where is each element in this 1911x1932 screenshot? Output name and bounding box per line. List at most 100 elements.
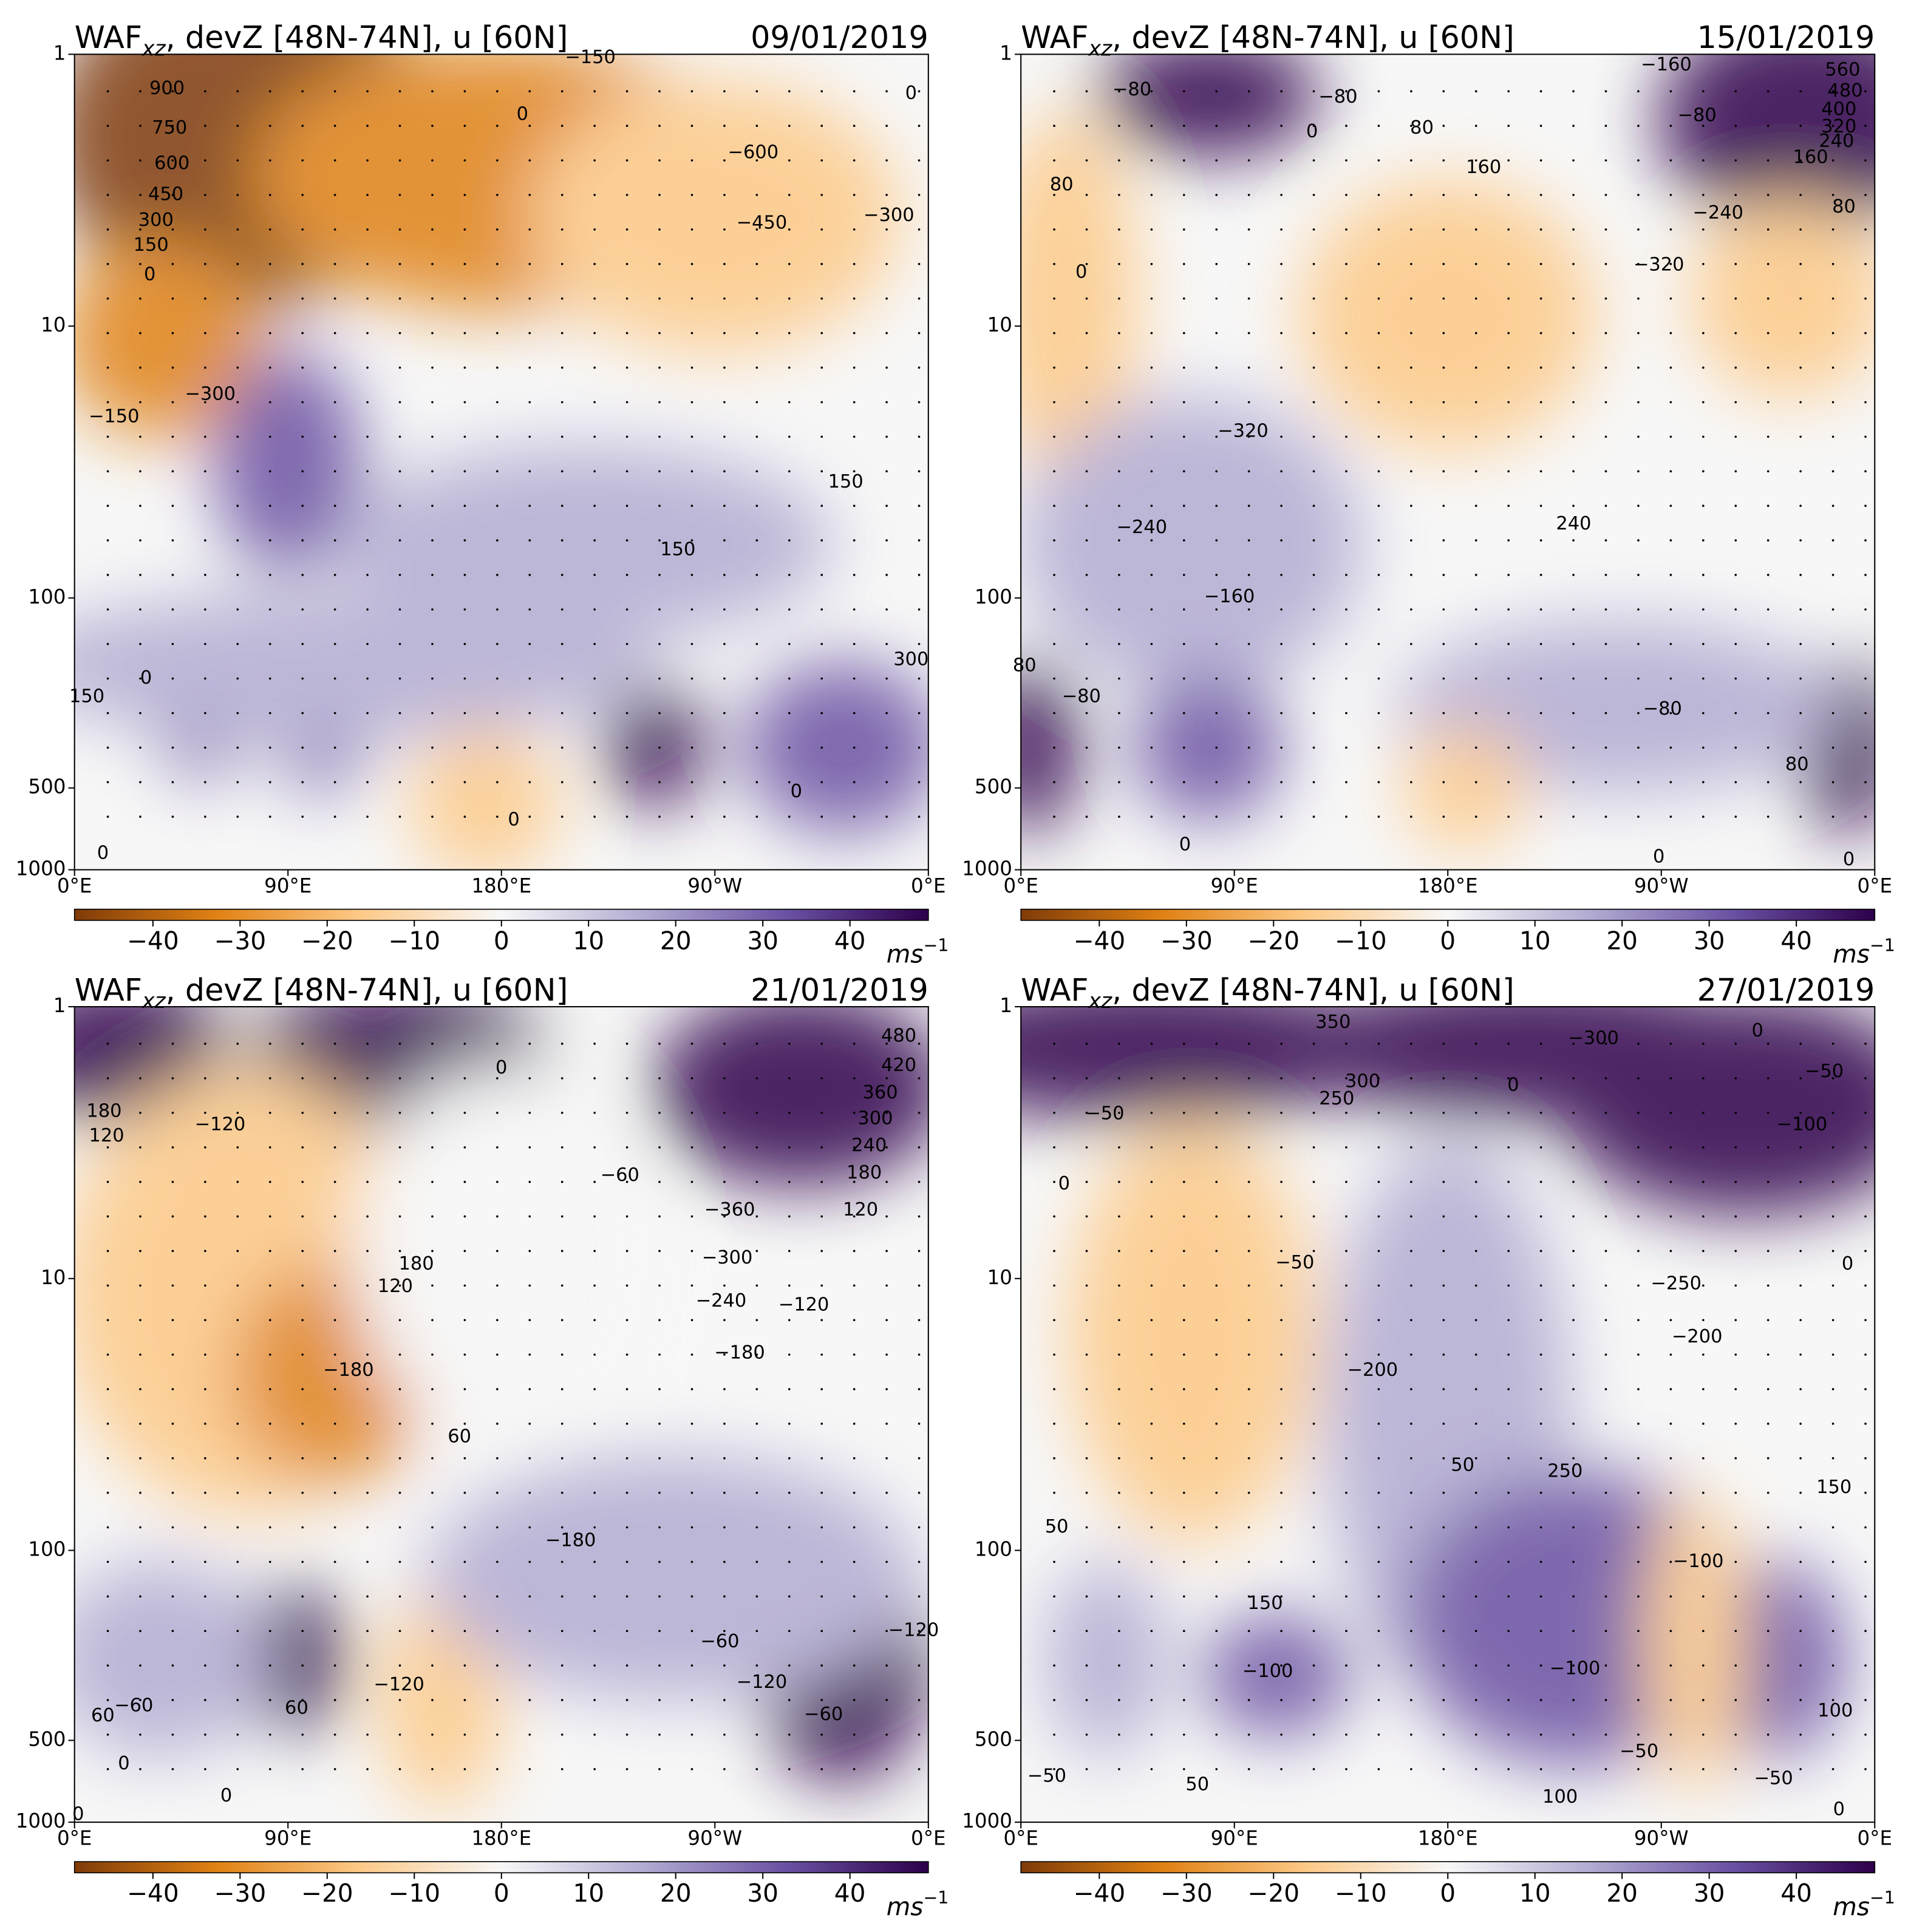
vector xyxy=(236,1630,239,1633)
vector xyxy=(139,1146,141,1149)
vector xyxy=(1053,401,1055,404)
contour-label: −200 xyxy=(1672,1326,1723,1347)
vector xyxy=(1182,435,1185,438)
vector xyxy=(1442,1491,1445,1494)
vector xyxy=(1150,470,1153,473)
vector xyxy=(1539,194,1542,196)
vector xyxy=(1637,435,1640,438)
vector xyxy=(1053,1664,1055,1667)
vector xyxy=(1734,90,1737,93)
vector xyxy=(918,1457,921,1460)
vector xyxy=(1572,608,1575,611)
vector xyxy=(1864,1284,1867,1287)
vector xyxy=(171,1215,174,1218)
vector xyxy=(1053,1319,1055,1321)
vector xyxy=(431,90,434,93)
vector xyxy=(625,1699,628,1701)
vector xyxy=(625,124,628,128)
vector xyxy=(1637,539,1640,542)
vector xyxy=(593,505,596,507)
vector xyxy=(1799,1284,1802,1287)
y-tick-label: 500 xyxy=(28,1727,66,1750)
vector xyxy=(1766,1250,1770,1253)
vector xyxy=(1280,1111,1283,1114)
vector xyxy=(1150,1423,1153,1425)
vector xyxy=(625,1319,628,1321)
vector xyxy=(1669,1353,1672,1356)
unit-sup: −1 xyxy=(1870,1888,1895,1908)
vector xyxy=(1734,1319,1737,1321)
vector xyxy=(1442,1699,1445,1701)
vector xyxy=(431,332,434,335)
vector xyxy=(333,1423,336,1425)
colorbar-tick-label: 30 xyxy=(747,926,778,955)
vector xyxy=(1345,1353,1347,1356)
vector xyxy=(658,1215,661,1218)
vector xyxy=(1280,642,1283,645)
vector xyxy=(1766,228,1770,231)
vector xyxy=(1377,1250,1380,1253)
vector xyxy=(333,1111,336,1114)
vector xyxy=(1734,574,1737,576)
vector xyxy=(788,435,791,438)
colorbar xyxy=(1020,1861,1876,1874)
vector xyxy=(755,1491,758,1494)
vector xyxy=(1734,297,1737,300)
vector xyxy=(1312,1423,1315,1425)
contour-label: −60 xyxy=(700,1631,739,1652)
vector xyxy=(1247,90,1250,93)
x-tick-label: 90°E xyxy=(264,1827,312,1850)
contour-label: 150 xyxy=(1247,1593,1283,1614)
vector xyxy=(1572,1388,1575,1390)
vector xyxy=(1053,574,1055,576)
vector xyxy=(1312,1767,1315,1770)
vector xyxy=(268,1388,271,1390)
vector xyxy=(236,1457,239,1460)
vector xyxy=(1702,1043,1705,1045)
vector xyxy=(106,401,109,404)
colorbar-tick-label: −30 xyxy=(1160,926,1213,955)
vector xyxy=(528,435,531,438)
vector xyxy=(204,815,206,818)
vector xyxy=(1637,1767,1640,1770)
vector xyxy=(1410,1284,1412,1287)
vector xyxy=(918,1319,921,1321)
vector xyxy=(1734,1146,1737,1149)
vector xyxy=(1539,677,1542,680)
y-tick-label: 1000 xyxy=(962,1809,1012,1832)
vector xyxy=(1864,1664,1867,1667)
contour-label: 560 xyxy=(1825,59,1860,80)
vector xyxy=(1831,1146,1834,1149)
vector xyxy=(398,1699,401,1701)
vector xyxy=(333,712,336,715)
vector xyxy=(1669,1284,1672,1287)
vector xyxy=(1734,1664,1737,1667)
vector xyxy=(788,1043,791,1045)
vector xyxy=(755,1699,758,1701)
vector xyxy=(723,124,726,128)
contour-label: 750 xyxy=(152,117,187,138)
vector xyxy=(820,505,823,507)
vector xyxy=(1345,366,1347,369)
vector xyxy=(755,505,758,507)
vector xyxy=(1215,1180,1218,1183)
vector xyxy=(1118,1457,1120,1460)
vector xyxy=(723,1388,726,1390)
vector xyxy=(1442,1560,1445,1563)
vector xyxy=(1182,159,1185,162)
vector xyxy=(1410,366,1412,369)
vector xyxy=(755,1526,758,1529)
title-main: WAF xyxy=(1021,19,1088,55)
vector xyxy=(496,470,499,473)
vector xyxy=(1150,677,1153,680)
vector xyxy=(496,124,499,128)
vector xyxy=(1831,401,1834,404)
vector xyxy=(1734,124,1737,128)
vector xyxy=(1507,1699,1510,1701)
unit-sup: −1 xyxy=(923,1888,949,1908)
vector xyxy=(755,1111,758,1114)
vector xyxy=(1507,194,1510,196)
vector xyxy=(1345,574,1347,576)
vector xyxy=(1247,608,1250,611)
